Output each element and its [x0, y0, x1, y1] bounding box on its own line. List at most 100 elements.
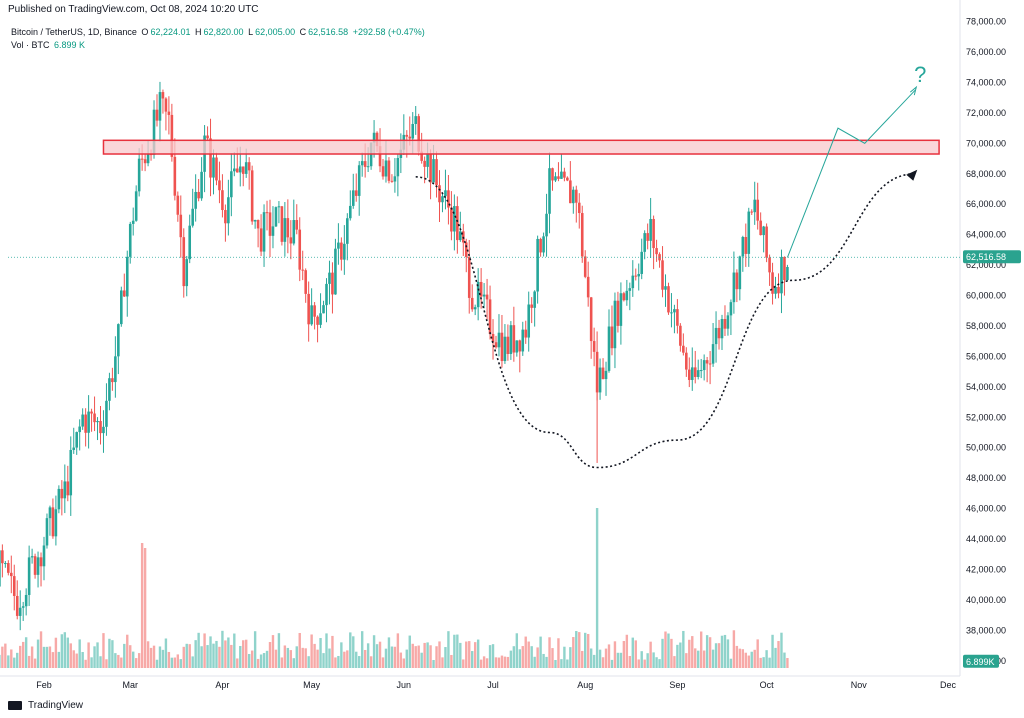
question-mark: ? — [914, 62, 926, 87]
volume-bar — [584, 632, 587, 668]
y-tick-label: 66,000.00 — [966, 199, 1006, 209]
volume-bar — [96, 642, 99, 668]
volume-bar — [640, 651, 643, 668]
candle-body — [598, 367, 602, 393]
candle-body — [212, 157, 215, 178]
candle-body — [509, 325, 513, 354]
candle-body — [682, 345, 685, 353]
volume-bar — [592, 654, 596, 668]
candle-body — [634, 275, 638, 277]
volume-bar — [170, 657, 174, 668]
candle-body — [705, 360, 709, 364]
change-value: +292.58 (+0.47%) — [352, 27, 425, 37]
candle-body — [247, 162, 251, 171]
candle-body — [340, 242, 343, 260]
candle-body — [515, 340, 519, 353]
candle-body — [393, 176, 397, 182]
candle-body — [456, 206, 459, 241]
volume-bar — [381, 657, 385, 668]
candle-body — [464, 242, 468, 257]
volume-bar — [140, 543, 144, 668]
volume-bar — [16, 652, 19, 668]
candle-body — [563, 171, 566, 178]
candle-body — [15, 595, 19, 616]
candle-body — [170, 114, 174, 157]
volume-bar — [292, 658, 295, 668]
volume-bar — [301, 647, 304, 668]
volume-bar — [581, 650, 584, 668]
projection-path — [786, 89, 916, 258]
volume-label-bg — [963, 654, 999, 668]
candle-body — [518, 340, 522, 352]
candle-body — [637, 273, 641, 277]
candle-body — [783, 256, 786, 281]
candle-body — [164, 98, 168, 112]
candle-body — [283, 218, 287, 242]
candle-body — [646, 233, 649, 241]
y-tick-label: 68,000.00 — [966, 169, 1006, 179]
volume-bar — [283, 645, 287, 668]
volume-bar — [622, 640, 626, 668]
volume-bar — [682, 630, 685, 668]
candle-body — [179, 214, 183, 238]
volume-bar — [126, 634, 129, 668]
volume-bar — [685, 653, 688, 668]
candle-body — [473, 307, 477, 310]
y-tick-label: 64,000.00 — [966, 230, 1006, 240]
volume-bar — [521, 646, 524, 668]
candle-body — [155, 109, 159, 121]
volume-bar — [337, 655, 340, 668]
volume-bar — [405, 649, 408, 668]
y-tick-label: 42,000.00 — [966, 564, 1006, 574]
volume-bar — [99, 656, 102, 668]
volume-bar — [482, 656, 486, 668]
candle-body — [331, 272, 334, 295]
candle-body — [30, 556, 34, 558]
y-tick-label: 72,000.00 — [966, 108, 1006, 118]
candle-body — [9, 572, 13, 577]
volume-bar — [81, 651, 84, 668]
volume-bar — [352, 636, 355, 668]
y-tick-label: 78,000.00 — [966, 17, 1006, 27]
candle-body — [250, 170, 254, 222]
candle-body — [316, 316, 319, 325]
volume-bar — [63, 632, 67, 668]
candle-body — [137, 158, 141, 192]
tradingview-brand-label: TradingView — [28, 700, 84, 711]
candle-body — [102, 426, 105, 434]
candle-body — [530, 304, 533, 308]
candle-body — [81, 414, 84, 427]
volume-bar — [355, 651, 358, 668]
volume-bar — [200, 646, 203, 668]
volume-bar — [717, 643, 721, 668]
volume-bar — [512, 646, 516, 668]
candle-body — [128, 223, 132, 257]
volume-bar — [51, 652, 55, 668]
candle-body — [206, 135, 209, 139]
high-value: 62,820.00 — [203, 27, 244, 37]
candle-body — [253, 219, 257, 222]
candle-body — [307, 293, 310, 325]
candle-body — [158, 92, 162, 121]
candle-body — [429, 153, 432, 183]
candle-body — [649, 218, 652, 241]
volume-bar — [363, 649, 367, 668]
candle-body — [21, 606, 25, 608]
y-tick-label: 60,000.00 — [966, 291, 1006, 301]
x-tick-label: Apr — [215, 680, 229, 690]
candle-body — [348, 205, 352, 219]
volume-bar — [569, 647, 572, 668]
y-tick-label: 46,000.00 — [966, 504, 1006, 514]
volume-value: 6.899 K — [54, 40, 86, 50]
candle-body — [533, 291, 536, 308]
volume-bar — [242, 640, 245, 668]
volume-bar — [295, 646, 298, 668]
volume-bar — [658, 659, 661, 668]
volume-bar — [384, 648, 388, 668]
volume-bar — [479, 659, 483, 668]
volume-bar — [218, 646, 221, 668]
volume-bar — [575, 631, 578, 668]
volume-bar — [72, 650, 75, 668]
candle-body — [396, 158, 400, 177]
